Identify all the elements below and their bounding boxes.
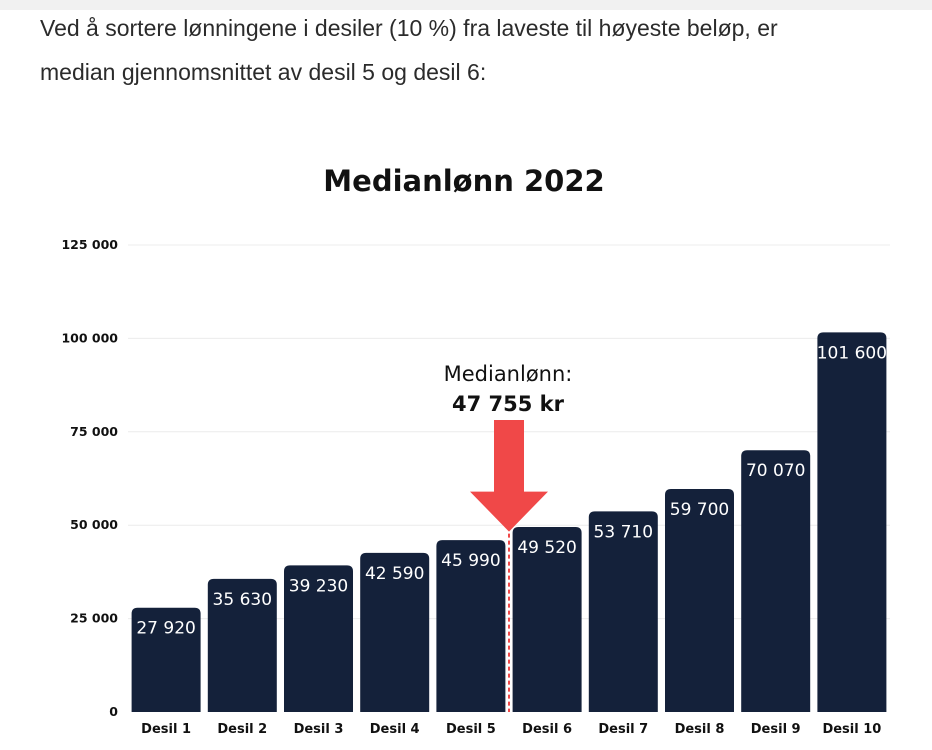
intro-line-1: Ved å sortere lønningene i desiler (10 %… <box>40 15 778 41</box>
bar-desil-6 <box>512 526 582 712</box>
bar-desil-1 <box>131 607 201 712</box>
y-tick-label: 25 000 <box>70 611 118 626</box>
top-strip <box>0 0 932 10</box>
y-tick-label: 0 <box>109 704 118 719</box>
median-value: 47 755 kr <box>452 392 565 416</box>
bar-desil-9 <box>741 450 811 712</box>
intro-paragraph: Ved å sortere lønningene i desiler (10 %… <box>40 6 900 94</box>
bar-value-label: 42 590 <box>365 564 424 584</box>
x-tick-label: Desil 4 <box>370 722 420 737</box>
bar-value-label: 59 700 <box>670 500 729 520</box>
x-tick-label: Desil 7 <box>598 722 648 737</box>
bar-value-label: 70 070 <box>746 461 805 481</box>
x-tick-label: Desil 9 <box>751 722 801 737</box>
x-tick-label: Desil 3 <box>294 722 344 737</box>
bar-desil-8 <box>665 488 734 712</box>
bar-desil-2 <box>207 578 277 712</box>
y-tick-label: 75 000 <box>70 424 118 439</box>
y-axis-ticks: 0 25 000 50 000 75 000 100 000 125 000 <box>61 237 118 719</box>
bar-value-label: 39 230 <box>289 576 348 596</box>
x-tick-label: Desil 8 <box>675 722 725 737</box>
bar-desil-10 <box>817 332 887 712</box>
y-tick-label: 100 000 <box>61 330 118 345</box>
x-tick-label: Desil 1 <box>141 722 191 737</box>
x-tick-label: Desil 10 <box>822 722 881 737</box>
bars: 27 920 35 630 39 230 42 590 45 990 49 520 53 7… <box>131 332 887 712</box>
intro-line-2: median gjennomsnittet av desil 5 og desi… <box>40 59 487 85</box>
bar-desil-5 <box>436 540 506 712</box>
bar-value-label: 49 520 <box>517 538 576 558</box>
bar-value-label: 53 710 <box>594 522 653 542</box>
x-tick-label: Desil 2 <box>217 722 267 737</box>
y-tick-label: 50 000 <box>70 517 118 532</box>
bar-value-label: 27 920 <box>136 619 195 639</box>
x-tick-label: Desil 6 <box>522 722 572 737</box>
bar-desil-4 <box>360 552 430 712</box>
x-tick-label: Desil 5 <box>446 722 496 737</box>
median-annotation: Medianlønn: 47 755 kr <box>444 362 573 712</box>
bar-desil-3 <box>284 565 353 712</box>
bar-value-label: 101 600 <box>817 343 887 363</box>
y-tick-label: 125 000 <box>61 237 118 252</box>
median-label: Medianlønn: <box>444 362 573 386</box>
bar-value-label: 45 990 <box>441 551 500 571</box>
bar-value-label: 35 630 <box>213 590 272 610</box>
chart-title: Medianlønn 2022 <box>323 164 604 198</box>
median-arrow-icon <box>470 420 548 532</box>
x-axis-ticks: Desil 1 Desil 2 Desil 3 Desil 4 Desil 5 Desil… <box>141 722 881 737</box>
bar-desil-7 <box>588 511 658 712</box>
